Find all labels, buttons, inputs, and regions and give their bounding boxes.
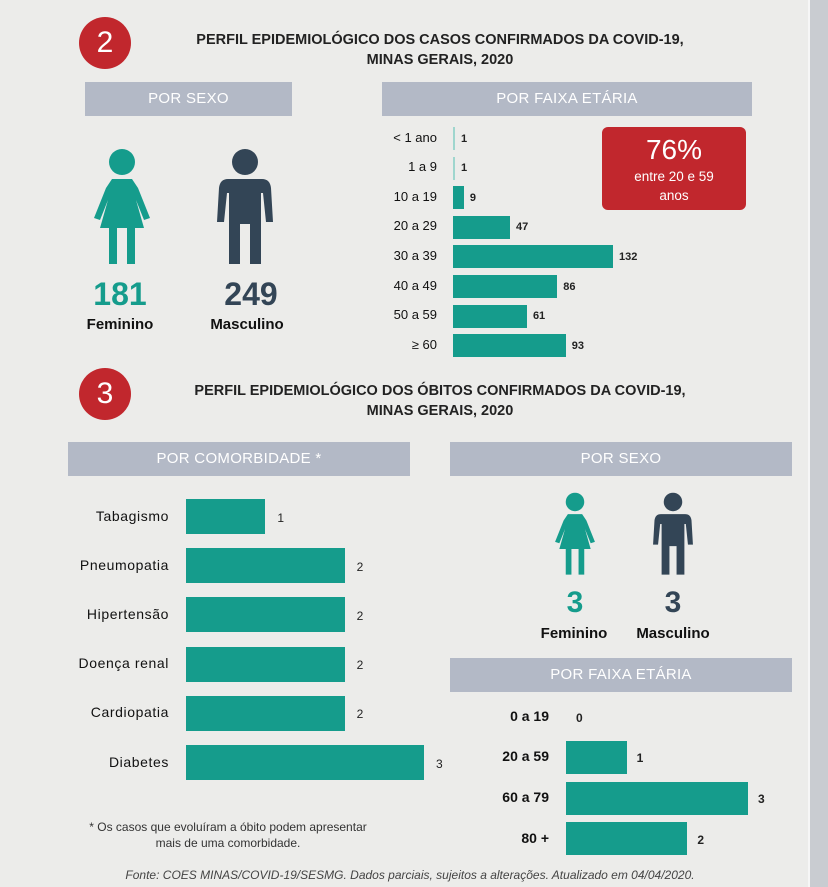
deaths-female-count: 3: [566, 586, 584, 619]
cases-age-bar: [453, 127, 455, 150]
cases-age-bar: [453, 275, 558, 298]
cases-male-count: 249: [224, 276, 278, 312]
comorbidity-tick-label: Hipertensão: [86, 605, 169, 622]
deaths-age-tick-label: 80 +: [521, 829, 549, 846]
page-edge: [810, 0, 828, 887]
comorbidity-value-label: 2: [356, 559, 364, 574]
comorbidity-value-label: 2: [356, 707, 364, 722]
cases-age-value-label: 132: [619, 250, 638, 263]
cases-age-value-label: 47: [515, 221, 529, 234]
cases-male-label: Masculino: [210, 316, 284, 333]
callout-line1: entre 20 e 59: [634, 169, 714, 184]
deaths-age-value-label: 3: [758, 792, 765, 807]
cases-age-tick-label: 30 a 39: [393, 247, 437, 263]
cases-age-value-label: 1: [461, 162, 468, 175]
cases-age-header: POR FAIXA ETÁRIA: [382, 82, 752, 116]
comorbidity-tick-label: Pneumopatia: [79, 556, 169, 573]
page-edge-highlight: [808, 0, 810, 887]
deaths-age-bar: [566, 781, 748, 815]
comorbidity-bar: [186, 646, 345, 682]
cases-age-bar: [453, 156, 455, 180]
callout-line2: anos: [659, 188, 689, 203]
comorbidity-bar: [186, 745, 424, 780]
deaths-age-value-label: 0: [576, 710, 583, 725]
deaths-age-header: POR FAIXA ETÁRIA: [450, 658, 792, 692]
section-2-badge: 2: [79, 17, 131, 69]
cases-age-bar: [453, 304, 527, 328]
deaths-age-tick-label: 0 a 19: [510, 707, 549, 724]
section-3-title: PERFIL EPIDEMIOLÓGICO DOS ÓBITOS CONFIRM…: [140, 381, 740, 421]
section-2-title: PERFIL EPIDEMIOLÓGICO DOS CASOS CONFIRMA…: [140, 30, 740, 70]
comorbidity-bar: [186, 548, 345, 584]
cases-age-value-label: 9: [469, 191, 477, 204]
cases-age-value-label: 93: [571, 339, 584, 352]
female-icon: [555, 492, 595, 575]
cases-age-value-label: 86: [563, 280, 576, 293]
comorbidity-value-label: 2: [356, 658, 364, 673]
section-3-title-line1: PERFIL EPIDEMIOLÓGICO DOS ÓBITOS CONFIRM…: [194, 383, 686, 399]
comorbidity-tick-label: Cardiopatia: [90, 704, 169, 721]
cases-age-value-label: 61: [532, 310, 546, 323]
callout-percent: 76%: [645, 134, 703, 165]
cases-age-tick-label: < 1 ano: [393, 129, 437, 145]
footnote-line2: mais de uma comorbidade.: [155, 836, 301, 850]
comorbidity-value-label: 3: [436, 756, 443, 771]
comorbidity-value-label: 2: [356, 608, 364, 623]
cases-age-tick-label: 20 a 29: [393, 218, 437, 234]
deaths-male-count: 3: [664, 586, 682, 619]
male-icon: [217, 149, 273, 264]
deaths-age-bar: [566, 740, 627, 774]
cases-age-tick-label: 50 a 59: [393, 307, 437, 323]
comorbidity-tick-label: Tabagismo: [95, 507, 169, 524]
section-3-badge: 3: [79, 368, 131, 420]
comorbidity-bar: [186, 499, 266, 534]
deaths-age-tick-label: 60 a 79: [502, 789, 549, 806]
comorbidity-bar: [186, 597, 345, 633]
cases-age-tick-label: 1 a 9: [408, 159, 437, 175]
deaths-male-label: Masculino: [636, 625, 710, 642]
comorbidity-footnote: * Os casos que evoluíram a óbito podem a…: [58, 819, 398, 851]
cases-age-bar: [453, 334, 566, 358]
deaths-age-value-label: 1: [636, 751, 644, 766]
footnote-line1: * Os casos que evoluíram a óbito podem a…: [89, 820, 367, 834]
comorbidity-value-label: 1: [277, 510, 285, 525]
section-3-title-line2: MINAS GERAIS, 2020: [366, 403, 514, 419]
source-note: Fonte: COES MINAS/COVID-19/SESMG. Dados …: [125, 868, 695, 882]
section-2-title-line1: PERFIL EPIDEMIOLÓGICO DOS CASOS CONFIRMA…: [196, 32, 684, 48]
cases-age-tick-label: 10 a 19: [393, 188, 437, 204]
cases-age-bar: [453, 245, 613, 269]
callout-76-percent: 76% entre 20 e 59 anos: [602, 127, 746, 210]
cases-age-value-label: 1: [461, 132, 468, 145]
male-icon: [653, 492, 693, 575]
cases-age-tick-label: ≥ 60: [411, 336, 437, 352]
cases-female-count: 181: [93, 276, 147, 312]
cases-age-bar: [453, 186, 464, 210]
deaths-age-tick-label: 20 a 59: [502, 748, 549, 765]
comorbidity-tick-label: Diabetes: [108, 753, 169, 770]
cases-age-tick-label: 40 a 49: [393, 277, 437, 293]
cases-age-bar: [453, 215, 510, 239]
cases-sex-header: POR SEXO: [85, 82, 292, 116]
cases-female-label: Feminino: [86, 316, 154, 333]
deaths-sex-header: POR SEXO: [450, 442, 792, 476]
deaths-age-value-label: 2: [697, 832, 705, 847]
comorbidity-bar: [186, 695, 345, 731]
deaths-female-label: Feminino: [540, 625, 608, 642]
comorbidity-tick-label: Doença renal: [78, 655, 169, 672]
section-2-title-line2: MINAS GERAIS, 2020: [366, 52, 514, 68]
comorbidity-header: POR COMORBIDADE *: [68, 442, 410, 476]
deaths-age-bar: [566, 822, 688, 856]
female-icon: [94, 149, 150, 264]
